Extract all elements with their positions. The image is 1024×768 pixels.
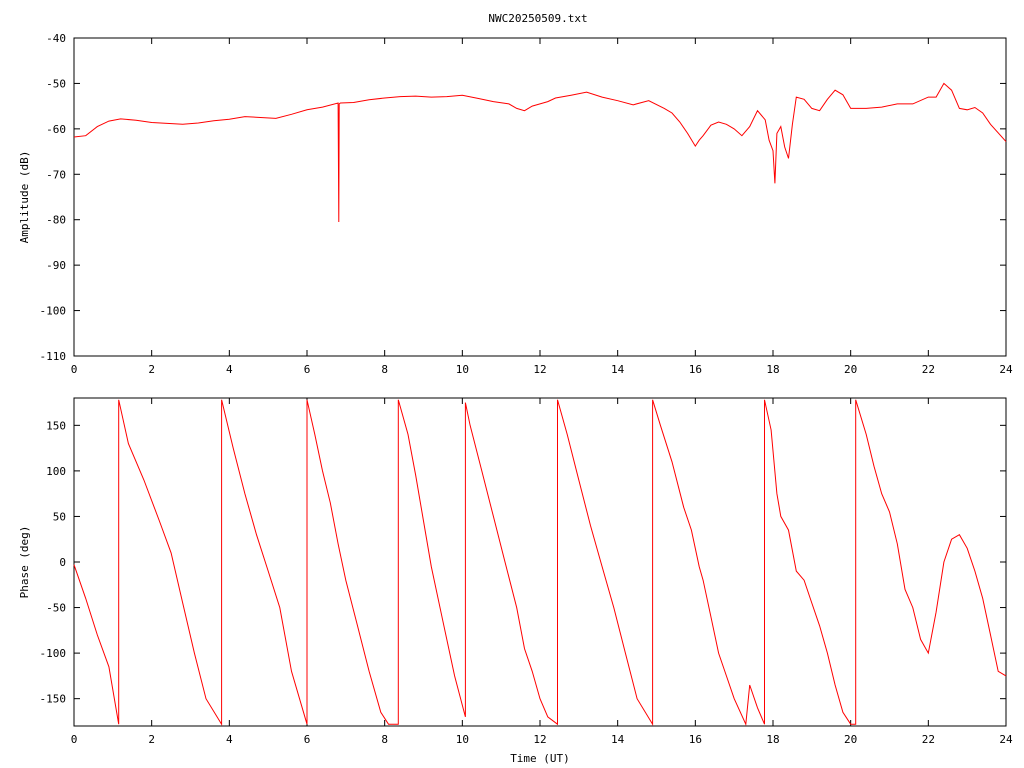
amplitude-x-tick-label: 2 [148,363,155,376]
amplitude-y-tick-label: -100 [40,305,67,318]
phase-y-tick-label: -150 [40,693,67,706]
amplitude-panel: 0 2 4 6 8 10 12 14 16 18 20 22 24-40-50-60-70-80-90-… [18,32,1013,376]
phase-y-axis-label: Phase (deg) [18,526,31,599]
phase-x-tick-label: 0 [71,733,78,746]
amplitude-x-tick-label: 20 [844,363,857,376]
phase-x-tick-label: 12 [533,733,546,746]
phase-x-tick-label: 14 [611,733,625,746]
phase-y-tick-label: 150 [46,419,66,432]
phase-x-tick-label: 16 [689,733,702,746]
amplitude-y-tick-label: -40 [46,32,66,45]
phase-x-tick-label: 20 [844,733,857,746]
phase-x-tick-label: 8 [381,733,388,746]
phase-y-tick-label: 100 [46,465,66,478]
amplitude-y-tick-label: -110 [40,350,67,363]
amplitude-x-tick-label: 4 [226,363,233,376]
phase-y-tick-label: 0 [59,556,66,569]
amplitude-y-tick-label: -80 [46,214,66,227]
amplitude-x-tick-label: 22 [922,363,935,376]
amplitude-y-tick-label: -60 [46,123,66,136]
amplitude-x-tick-label: 8 [381,363,388,376]
amplitude-y-tick-label: -50 [46,77,66,90]
phase-x-axis-label: Time (UT) [510,752,570,765]
chart-title: NWC20250509.txt [488,12,587,25]
phase-x-tick-label: 18 [766,733,779,746]
amplitude-y-tick-label: -90 [46,259,66,272]
phase-x-tick-label: 10 [456,733,469,746]
amplitude-x-tick-label: 6 [304,363,311,376]
phase-y-tick-label: 50 [53,510,66,523]
amplitude-x-tick-label: 10 [456,363,469,376]
phase-panel: 0 2 4 6 8 10 12 14 16 18 20 22 24150100500-50-100-15… [18,397,1013,765]
phase-x-tick-label: 2 [148,733,155,746]
phase-x-tick-label: 6 [304,733,311,746]
phase-x-tick-label: 22 [922,733,935,746]
phase-series-line [73,399,1007,727]
amplitude-x-tick-label: 16 [689,363,702,376]
amplitude-y-axis-label: Amplitude (dB) [18,151,31,244]
amplitude-x-tick-label: 0 [71,363,78,376]
amplitude-axis-ticks: 0 2 4 6 8 10 12 14 16 18 20 22 24-40-50-60-70-80-90-… [40,32,1013,376]
amplitude-x-tick-label: 14 [611,363,625,376]
amplitude-series-group [73,82,1007,223]
amplitude-x-tick-label: 12 [533,363,546,376]
amplitude-y-tick-label: -70 [46,168,66,181]
amplitude-x-tick-label: 18 [766,363,779,376]
amplitude-plot-frame [73,37,1007,357]
phase-y-tick-label: -100 [40,647,67,660]
phase-plot-frame [73,397,1007,727]
phase-axis-ticks: 0 2 4 6 8 10 12 14 16 18 20 22 24150100500-50-100-15… [40,398,1013,746]
phase-y-tick-label: -50 [46,602,66,615]
amplitude-series-line [73,82,1007,223]
phase-x-tick-label: 4 [226,733,233,746]
amplitude-x-tick-label: 24 [999,363,1013,376]
phase-series-group [73,399,1007,727]
phase-x-tick-label: 24 [999,733,1013,746]
